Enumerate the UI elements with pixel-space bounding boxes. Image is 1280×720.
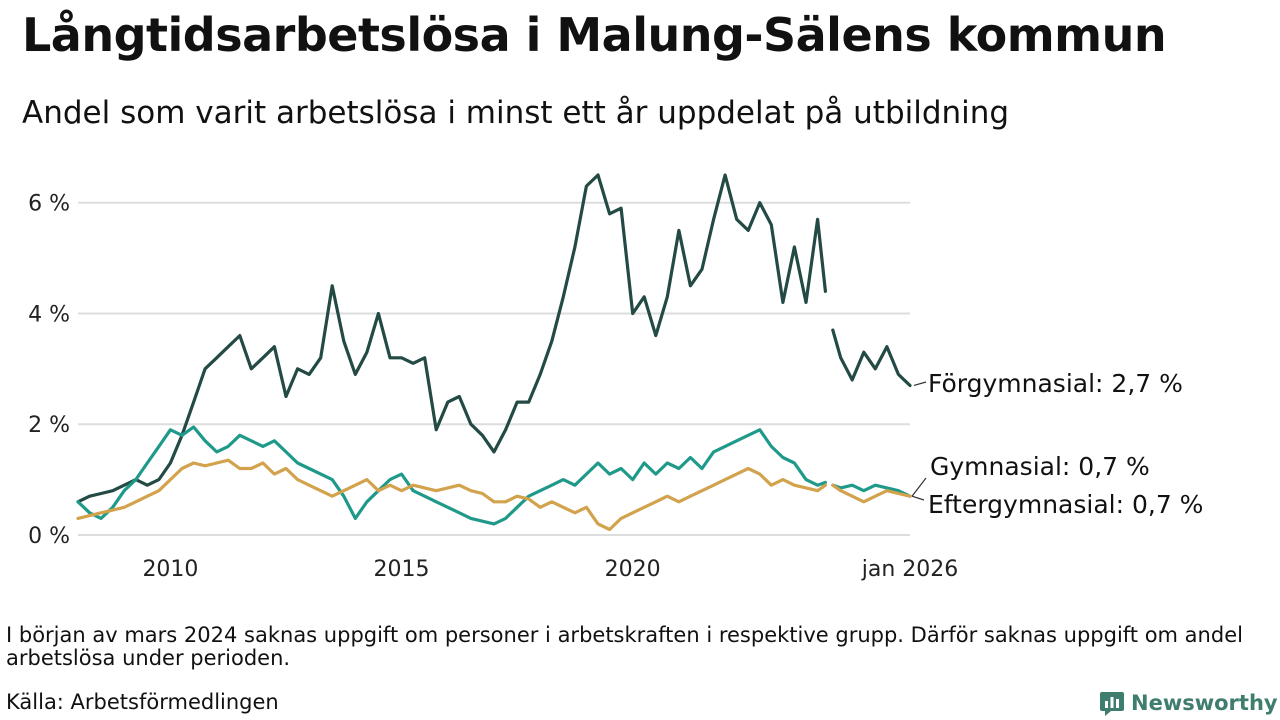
x-tick-label: 2015	[374, 557, 430, 582]
y-tick-label: 2 %	[28, 413, 70, 438]
y-tick-label: 0 %	[28, 524, 70, 549]
line-chart: Förgymnasial: 2,7 % Gymnasial: 0,7 % Efter…	[28, 173, 1203, 582]
x-tick-label: 2010	[142, 557, 198, 582]
brand-logo: Newsworthy	[1099, 688, 1278, 718]
series-line-gymnasial	[76, 425, 827, 526]
x-tick-label: jan 2026	[861, 557, 959, 582]
brand-name: Newsworthy	[1131, 691, 1278, 715]
leader-line	[913, 381, 927, 387]
series-line-förgymnasial	[831, 328, 912, 388]
series-label-förgymnasial: Förgymnasial: 2,7 %	[928, 369, 1183, 398]
y-tick-label: 4 %	[28, 302, 70, 327]
series-lines	[76, 173, 912, 532]
footnote: I början av mars 2024 saknas uppgift om …	[6, 623, 1243, 670]
series-line-förgymnasial	[76, 173, 827, 504]
series-labels: Förgymnasial: 2,7 % Gymnasial: 0,7 % Efter…	[911, 369, 1203, 519]
axis-ticks: 0 % 2 % 4 % 6 % 2010 2015 2020 jan 2026	[28, 192, 958, 582]
leader-line	[911, 495, 925, 501]
series-label-eftergymnasial: Eftergymnasial: 0,7 %	[928, 490, 1203, 519]
y-tick-label: 6 %	[28, 192, 70, 217]
x-tick-label: 2020	[605, 557, 661, 582]
series-line-eftergymnasial	[831, 483, 912, 504]
chart-subtitle: Andel som varit arbetslösa i minst ett å…	[22, 95, 1010, 131]
series-line-eftergymnasial	[76, 458, 827, 532]
series-line-gymnasial	[831, 483, 912, 498]
chart-bubble-icon	[1100, 692, 1124, 716]
source-note: Källa: Arbetsförmedlingen	[6, 690, 279, 714]
chart-title: Långtidsarbetslösa i Malung-Sälens kommu…	[22, 8, 1167, 62]
gridlines	[78, 201, 910, 536]
leader-line	[911, 477, 927, 497]
series-label-gymnasial: Gymnasial: 0,7 %	[930, 452, 1150, 481]
